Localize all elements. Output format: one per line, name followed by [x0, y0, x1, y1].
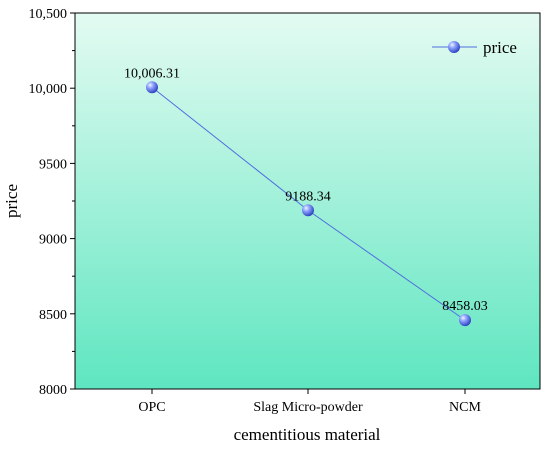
- y-tick-label: 8500: [39, 308, 67, 323]
- y-tick-label: 9500: [39, 157, 67, 172]
- y-tick-label: 8000: [39, 383, 67, 398]
- legend-marker: [448, 41, 460, 53]
- data-point: [459, 314, 471, 327]
- data-label: 9188.34: [285, 189, 331, 204]
- x-tick-label: NCM: [449, 400, 481, 415]
- data-label: 10,006.31: [124, 66, 180, 81]
- data-label: 8458.03: [442, 299, 488, 314]
- x-tick-label: Slag Micro-powder: [253, 400, 363, 415]
- y-tick-label: 9000: [39, 233, 67, 248]
- plot-area: [74, 12, 541, 390]
- y-axis-title: price: [2, 184, 21, 218]
- legend-label: price: [483, 38, 517, 57]
- data-point: [302, 204, 314, 217]
- x-tick-label: OPC: [138, 400, 165, 415]
- data-point: [146, 81, 158, 94]
- x-axis-title: cementitious material: [234, 425, 381, 444]
- y-tick-label: 10,000: [29, 82, 68, 97]
- legend: price: [432, 38, 517, 57]
- y-tick-label: 10,500: [29, 7, 68, 22]
